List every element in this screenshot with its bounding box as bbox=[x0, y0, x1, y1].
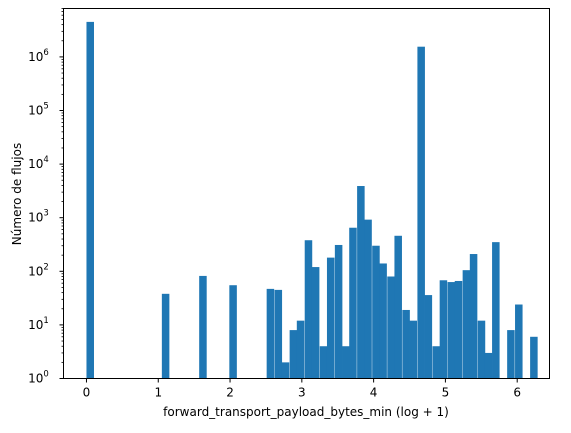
y-tick-label: 102 bbox=[28, 262, 49, 278]
histogram-bar bbox=[394, 235, 402, 379]
histogram-bar bbox=[454, 280, 463, 379]
x-axis-label: forward_transport_payload_bytes_min (log… bbox=[163, 405, 449, 419]
y-tick-label: 103 bbox=[28, 209, 49, 225]
histogram-bar bbox=[379, 263, 387, 379]
histogram-bar bbox=[439, 280, 448, 379]
histogram-bar bbox=[199, 275, 207, 379]
x-tick-label: 5 bbox=[442, 386, 450, 400]
histogram-bar bbox=[484, 352, 493, 379]
x-axis-ticks: 0 1 2 3 4 5 6 bbox=[83, 378, 521, 400]
x-tick-label: 3 bbox=[298, 386, 306, 400]
y-tick-label: 101 bbox=[28, 316, 49, 332]
x-tick-label: 6 bbox=[513, 386, 521, 400]
histogram-bar bbox=[86, 21, 94, 379]
histogram-bar bbox=[319, 346, 328, 379]
histogram-bar bbox=[492, 242, 500, 379]
x-tick-label: 1 bbox=[154, 386, 162, 400]
histogram-bar bbox=[304, 240, 313, 379]
histogram-bar bbox=[357, 186, 365, 379]
histogram-bar bbox=[469, 254, 478, 379]
y-tick-label: 105 bbox=[28, 102, 49, 118]
histogram-bar bbox=[477, 320, 486, 379]
histogram-bar bbox=[417, 46, 425, 379]
y-axis-ticks: 100 101 102 103 104 105 106 bbox=[28, 8, 64, 386]
histogram-bar bbox=[424, 295, 433, 379]
bars-group bbox=[86, 21, 538, 379]
histogram-bar bbox=[296, 320, 305, 379]
histogram-bar bbox=[229, 285, 237, 379]
histogram-bar bbox=[462, 270, 471, 379]
histogram-bar bbox=[311, 267, 320, 379]
histogram-bar bbox=[266, 288, 275, 379]
histogram-bar bbox=[289, 330, 298, 379]
histogram-bar bbox=[402, 309, 410, 379]
histogram-bar bbox=[326, 257, 335, 379]
histogram-bar bbox=[387, 276, 395, 379]
histogram-bar bbox=[161, 293, 170, 379]
histogram-bar bbox=[507, 330, 515, 379]
histogram-bar bbox=[342, 346, 350, 379]
histogram-bar bbox=[372, 245, 380, 379]
x-tick-label: 0 bbox=[83, 386, 91, 400]
histogram-bar bbox=[409, 320, 418, 379]
y-axis-label: Número de flujos bbox=[10, 143, 24, 245]
histogram-bar bbox=[432, 346, 441, 379]
histogram-bar bbox=[530, 336, 538, 379]
histogram-bar bbox=[281, 362, 290, 379]
x-tick-label: 4 bbox=[370, 386, 378, 400]
plot-frame bbox=[63, 8, 550, 379]
histogram-bar bbox=[349, 227, 357, 379]
x-tick-label: 2 bbox=[226, 386, 234, 400]
y-tick-label: 106 bbox=[28, 48, 49, 64]
histogram-bar bbox=[334, 244, 343, 379]
histogram-bar bbox=[364, 219, 372, 379]
histogram-bar bbox=[274, 289, 283, 379]
y-tick-label: 104 bbox=[28, 155, 49, 171]
histogram-bar bbox=[515, 304, 523, 379]
y-tick-label: 100 bbox=[28, 370, 49, 386]
histogram-bar bbox=[447, 282, 456, 379]
